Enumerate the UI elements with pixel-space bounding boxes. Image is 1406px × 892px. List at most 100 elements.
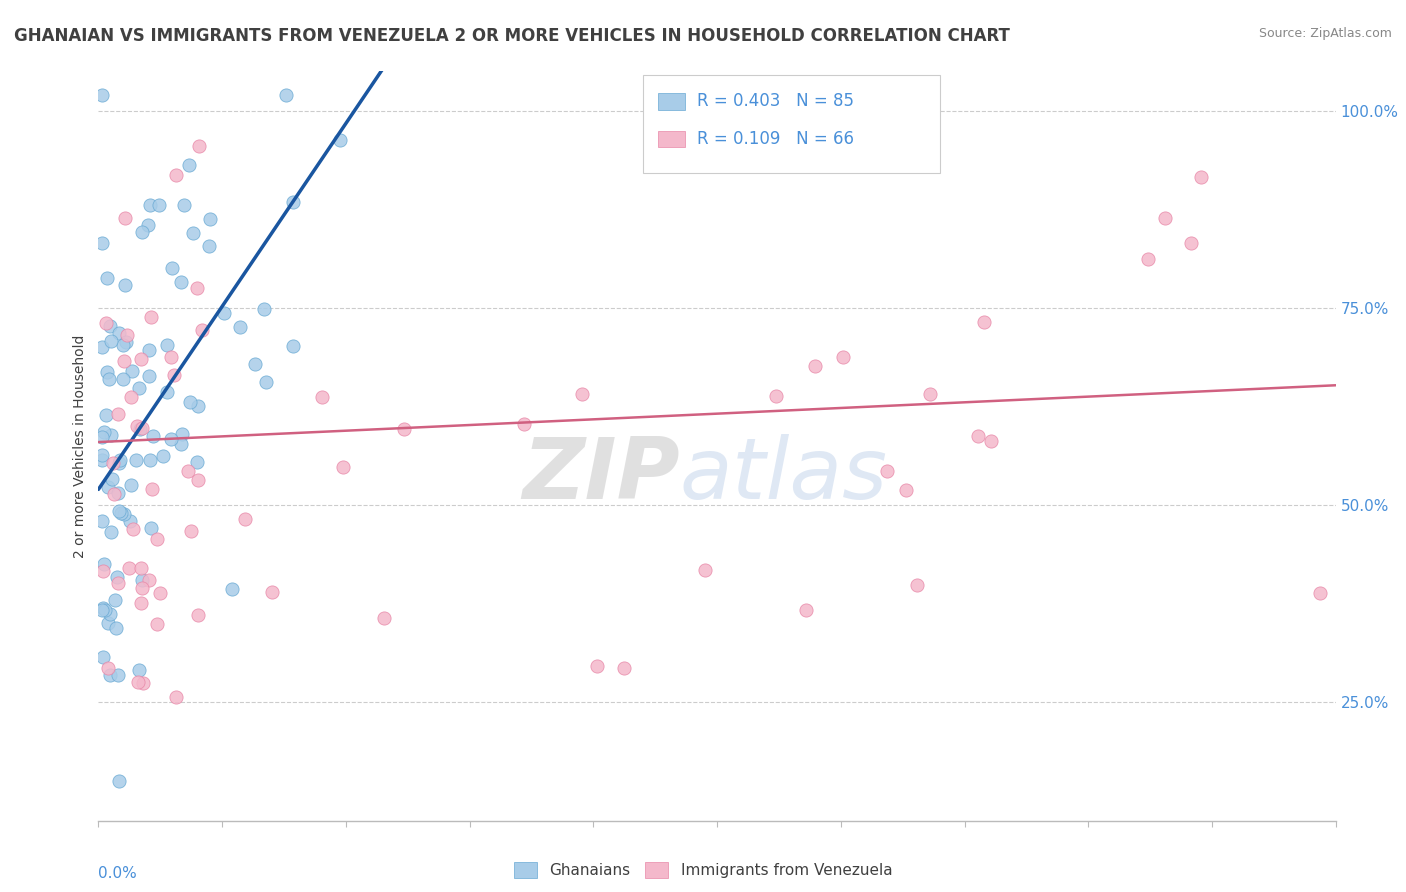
- Point: [373, 611, 395, 625]
- Point: [146, 617, 169, 632]
- Point: [200, 212, 222, 227]
- Point: [103, 456, 125, 470]
- Point: [613, 661, 636, 675]
- Point: [146, 533, 169, 547]
- Point: [973, 315, 995, 329]
- Point: [114, 334, 136, 349]
- Point: [97, 480, 120, 494]
- Text: R = 0.403   N = 85: R = 0.403 N = 85: [697, 93, 855, 111]
- Point: [118, 514, 141, 528]
- Point: [120, 478, 142, 492]
- Point: [690, 128, 713, 142]
- Point: [128, 663, 150, 677]
- Point: [160, 350, 183, 364]
- Point: [513, 417, 536, 432]
- Point: [918, 387, 941, 401]
- Point: [90, 340, 112, 354]
- Point: [253, 302, 276, 317]
- Point: [107, 407, 129, 421]
- Point: [1154, 211, 1177, 225]
- Text: ZIP: ZIP: [522, 434, 681, 517]
- Point: [138, 369, 160, 384]
- Point: [131, 573, 153, 587]
- Point: [100, 428, 122, 442]
- Point: [260, 584, 283, 599]
- Point: [142, 429, 165, 443]
- Point: [186, 473, 208, 487]
- Point: [120, 390, 142, 404]
- Point: [131, 581, 153, 595]
- Point: [229, 320, 252, 334]
- Point: [233, 511, 256, 525]
- Point: [1136, 252, 1159, 267]
- Point: [170, 437, 193, 451]
- Point: [93, 425, 115, 440]
- Point: [138, 198, 160, 212]
- Point: [804, 359, 827, 374]
- Point: [179, 394, 201, 409]
- Point: [139, 453, 162, 467]
- Point: [98, 668, 121, 682]
- Point: [160, 261, 183, 276]
- Point: [141, 482, 163, 496]
- Point: [110, 452, 132, 467]
- Point: [100, 525, 122, 540]
- Point: [181, 227, 204, 241]
- Point: [198, 239, 221, 253]
- Point: [103, 486, 125, 500]
- Point: [100, 334, 122, 348]
- Point: [156, 385, 179, 400]
- Point: [765, 388, 787, 402]
- Point: [980, 434, 1002, 449]
- Point: [117, 561, 139, 575]
- Point: [1189, 170, 1212, 185]
- Point: [125, 419, 148, 434]
- Point: [131, 560, 153, 574]
- Text: GHANAIAN VS IMMIGRANTS FROM VENEZUELA 2 OR MORE VEHICLES IN HOUSEHOLD CORRELATIO: GHANAIAN VS IMMIGRANTS FROM VENEZUELA 2 …: [14, 27, 1010, 45]
- Point: [152, 449, 174, 463]
- Point: [97, 661, 120, 675]
- FancyBboxPatch shape: [643, 75, 939, 172]
- Point: [91, 514, 114, 528]
- Point: [571, 387, 593, 401]
- Point: [139, 310, 162, 325]
- Point: [107, 485, 129, 500]
- Point: [94, 408, 117, 422]
- Point: [212, 306, 235, 320]
- Point: [283, 339, 305, 353]
- Point: [127, 675, 149, 690]
- Legend: Ghanaians, Immigrants from Venezuela: Ghanaians, Immigrants from Venezuela: [508, 856, 898, 884]
- Point: [693, 563, 716, 577]
- Point: [131, 421, 153, 435]
- Point: [186, 281, 208, 295]
- Point: [281, 195, 304, 210]
- Point: [105, 570, 128, 584]
- Point: [156, 338, 179, 352]
- Point: [96, 271, 118, 285]
- Point: [91, 564, 114, 578]
- Point: [105, 621, 128, 635]
- Point: [90, 88, 112, 103]
- Point: [332, 460, 354, 475]
- Point: [94, 602, 117, 616]
- Point: [90, 235, 112, 250]
- Point: [97, 372, 120, 386]
- Point: [98, 607, 121, 622]
- Point: [112, 371, 135, 385]
- Point: [138, 218, 160, 232]
- Point: [107, 575, 129, 590]
- Point: [97, 616, 120, 631]
- Y-axis label: 2 or more Vehicles in Household: 2 or more Vehicles in Household: [73, 334, 87, 558]
- Text: 0.0%: 0.0%: [98, 865, 138, 880]
- Point: [131, 225, 153, 239]
- Point: [138, 573, 160, 587]
- Point: [108, 456, 131, 470]
- Point: [111, 338, 134, 352]
- Point: [90, 430, 112, 444]
- Point: [107, 667, 129, 681]
- Point: [832, 350, 855, 364]
- Point: [966, 428, 988, 442]
- Point: [392, 422, 415, 436]
- Point: [170, 427, 193, 442]
- Point: [114, 211, 136, 226]
